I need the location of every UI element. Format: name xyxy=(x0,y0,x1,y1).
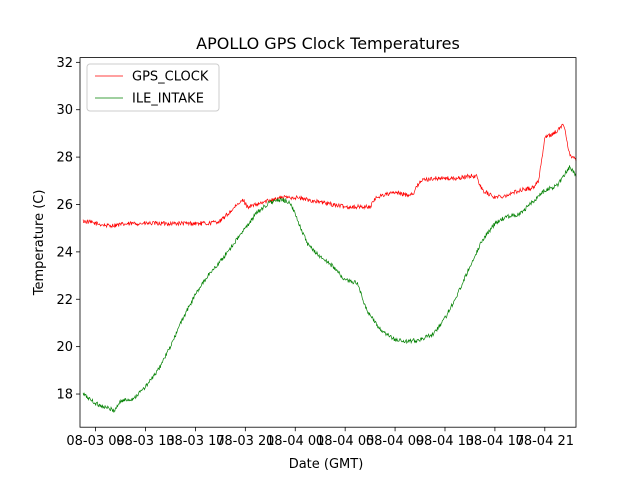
series-line-ile-intake xyxy=(82,165,577,413)
y-tick-label: 32 xyxy=(56,56,73,71)
y-tick-label: 22 xyxy=(56,293,73,308)
x-tick-label: 08-03 17 xyxy=(166,434,224,449)
x-axis-label: Date (GMT) xyxy=(289,457,364,472)
y-tick-label: 18 xyxy=(56,388,73,403)
x-tick-label: 08-03 21 xyxy=(216,434,274,449)
legend-label-ile-intake: ILE_INTAKE xyxy=(132,92,204,107)
y-axis-label: Temperature (C) xyxy=(32,190,47,297)
series-layer xyxy=(82,123,577,413)
x-tick-label: 08-04 09 xyxy=(366,434,424,449)
y-tick-label: 30 xyxy=(56,103,73,118)
plot-frame xyxy=(79,57,577,428)
y-tick-label: 26 xyxy=(56,198,73,213)
legend-label-gps-clock: GPS_CLOCK xyxy=(132,70,209,85)
x-tick-label: 08-03 13 xyxy=(116,434,174,449)
legend: GPS_CLOCK ILE_INTAKE xyxy=(86,63,220,112)
y-tick-label: 20 xyxy=(56,340,73,355)
chart-title: APOLLO GPS Clock Temperatures xyxy=(196,34,460,53)
y-tick-label: 24 xyxy=(56,245,73,260)
x-tick-label: 08-03 09 xyxy=(66,434,124,449)
x-tick-label: 08-04 13 xyxy=(416,434,474,449)
x-tick-label: 08-04 17 xyxy=(466,434,524,449)
x-tick-label: 08-04 21 xyxy=(516,434,574,449)
y-axis: 18 20 22 24 26 28 30 32 xyxy=(56,56,80,403)
x-tick-label: 08-04 05 xyxy=(316,434,374,449)
y-tick-label: 28 xyxy=(56,151,73,166)
x-tick-label: 08-04 01 xyxy=(266,434,324,449)
series-line-gps-clock xyxy=(82,123,577,229)
